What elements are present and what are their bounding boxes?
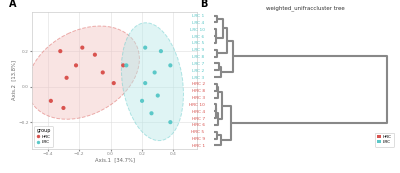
Point bbox=[152, 71, 158, 74]
Point bbox=[139, 99, 145, 102]
Legend: HRC, LRC: HRC, LRC bbox=[34, 126, 53, 147]
Point bbox=[60, 107, 67, 109]
Point bbox=[120, 64, 126, 67]
Point bbox=[142, 46, 148, 49]
X-axis label: Axis.1  [34.7%]: Axis.1 [34.7%] bbox=[94, 158, 134, 163]
Point bbox=[57, 50, 64, 53]
Title: weighted_unifraccluster tree: weighted_unifraccluster tree bbox=[266, 5, 344, 11]
Point bbox=[110, 82, 117, 84]
Point bbox=[123, 64, 130, 67]
Point bbox=[48, 99, 54, 102]
Point bbox=[63, 76, 70, 79]
Legend: HRC, LRC: HRC, LRC bbox=[375, 133, 394, 147]
Point bbox=[142, 82, 148, 84]
Point bbox=[79, 46, 86, 49]
Ellipse shape bbox=[121, 23, 184, 141]
Point bbox=[158, 50, 164, 53]
Point bbox=[154, 94, 161, 97]
Point bbox=[167, 121, 174, 124]
Ellipse shape bbox=[27, 26, 140, 119]
Point bbox=[148, 112, 155, 115]
Point bbox=[73, 64, 79, 67]
Text: B: B bbox=[200, 0, 207, 9]
Point bbox=[92, 53, 98, 56]
Text: A: A bbox=[9, 0, 16, 9]
Y-axis label: Axis.2  [13.8%]: Axis.2 [13.8%] bbox=[12, 60, 17, 101]
Point bbox=[167, 64, 174, 67]
Point bbox=[100, 71, 106, 74]
